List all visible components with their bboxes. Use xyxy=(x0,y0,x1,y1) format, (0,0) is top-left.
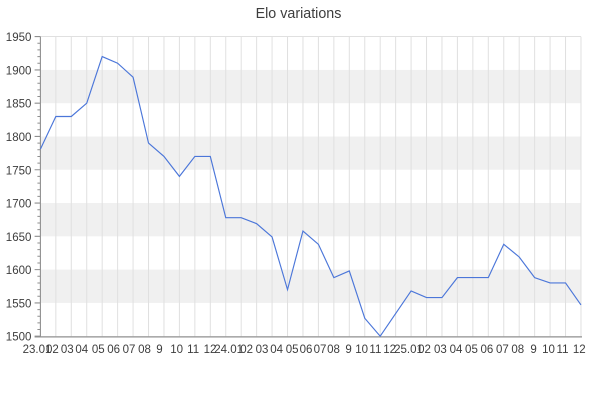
svg-text:05: 05 xyxy=(92,344,105,356)
svg-text:1950: 1950 xyxy=(6,32,32,44)
svg-text:23.01: 23.01 xyxy=(23,344,52,356)
svg-text:06: 06 xyxy=(107,344,120,356)
svg-text:1600: 1600 xyxy=(6,265,32,277)
svg-text:9: 9 xyxy=(345,344,351,356)
svg-text:03: 03 xyxy=(61,344,74,356)
svg-text:12: 12 xyxy=(383,344,396,356)
svg-text:1850: 1850 xyxy=(6,99,32,111)
svg-text:1550: 1550 xyxy=(6,298,32,310)
svg-text:11: 11 xyxy=(557,344,569,356)
svg-text:07: 07 xyxy=(496,344,509,356)
svg-text:1500: 1500 xyxy=(6,332,32,344)
svg-text:02: 02 xyxy=(418,344,431,356)
svg-text:10: 10 xyxy=(170,344,183,356)
svg-text:07: 07 xyxy=(123,344,136,356)
svg-text:12: 12 xyxy=(573,344,586,356)
svg-text:1800: 1800 xyxy=(6,132,32,144)
svg-text:1750: 1750 xyxy=(6,165,32,177)
svg-text:05: 05 xyxy=(465,344,478,356)
svg-text:9: 9 xyxy=(530,344,536,356)
svg-text:02: 02 xyxy=(46,344,59,356)
svg-text:Elo variations: Elo variations xyxy=(256,6,342,22)
svg-text:04: 04 xyxy=(270,344,283,356)
svg-text:02: 02 xyxy=(240,344,253,356)
svg-text:03: 03 xyxy=(256,344,269,356)
svg-text:08: 08 xyxy=(327,344,340,356)
svg-text:9: 9 xyxy=(156,344,162,356)
svg-text:24.01: 24.01 xyxy=(214,344,243,356)
svg-text:04: 04 xyxy=(450,344,463,356)
svg-text:1900: 1900 xyxy=(6,65,32,77)
svg-text:10: 10 xyxy=(355,344,368,356)
svg-text:25.01: 25.01 xyxy=(394,344,423,356)
svg-text:10: 10 xyxy=(542,344,555,356)
svg-text:11: 11 xyxy=(369,344,381,356)
svg-text:08: 08 xyxy=(138,344,151,356)
svg-text:08: 08 xyxy=(511,344,524,356)
svg-text:06: 06 xyxy=(481,344,494,356)
svg-text:04: 04 xyxy=(75,344,88,356)
svg-text:11: 11 xyxy=(187,344,199,356)
svg-text:07: 07 xyxy=(314,344,327,356)
svg-text:1650: 1650 xyxy=(6,232,32,244)
svg-text:1700: 1700 xyxy=(6,199,32,211)
svg-text:06: 06 xyxy=(300,344,313,356)
svg-text:03: 03 xyxy=(434,344,447,356)
svg-text:12: 12 xyxy=(204,344,217,356)
svg-text:05: 05 xyxy=(286,344,299,356)
